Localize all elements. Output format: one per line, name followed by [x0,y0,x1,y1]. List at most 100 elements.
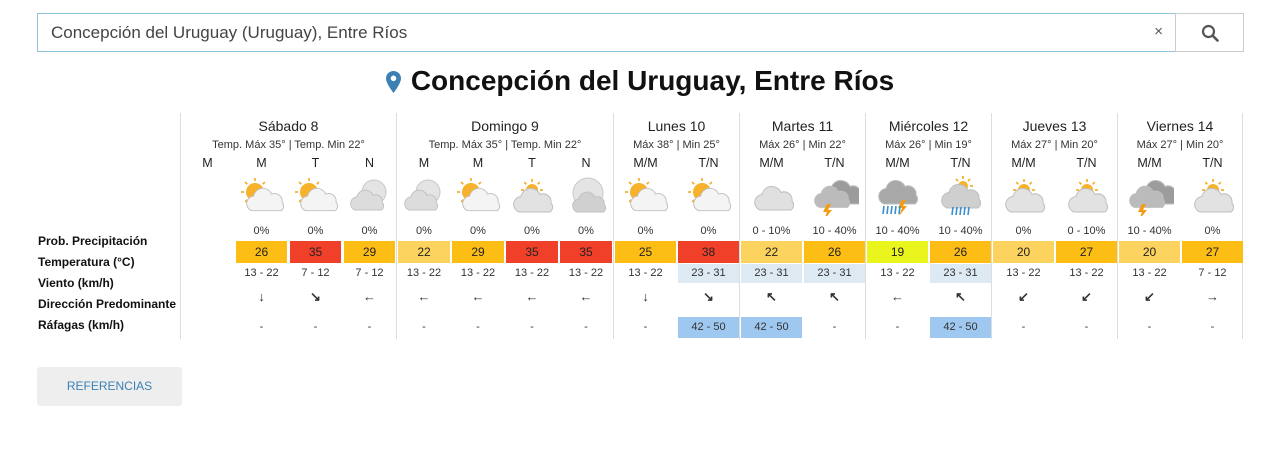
temperature-value: 25 [615,241,676,263]
wind-value: 7 - 12 [1198,267,1227,279]
precipitation-value: 0% [1204,225,1221,237]
wind-direction-arrow-icon: ← [471,289,485,304]
precipitation-value: 0% [700,225,717,237]
wind-value: 13 - 22 [1069,267,1104,279]
slot-label: T [528,156,536,170]
temperature-value: 22 [398,241,450,263]
wind-direction-arrow-icon: ↙ [1081,289,1092,304]
day-temps: Temp. Máx 35° | Temp. Min 22° [212,139,365,151]
wind-direction-arrow-icon: ↘ [703,289,714,304]
slot-label: M [256,156,267,170]
temperature-value: 29 [452,241,504,263]
gust-value: - [584,321,588,333]
sun-cloud-icon [292,176,340,216]
time-slot: M/M 0% 20 13 - 22 ↙ - [992,113,1055,339]
wind-value: 23 - 31 [741,264,802,283]
slot-label: T/N [950,156,971,170]
page-title: Concepción del Uruguay, Entre Ríos [410,65,895,96]
day-column: Martes 11 Máx 26° | Min 22° M/M 0 - 10% 22 2… [739,113,865,339]
wind-value: 13 - 22 [1132,267,1167,279]
time-slot: M/M 10 - 40% 20 13 - 22 ↙ - [1118,113,1181,339]
sun-cloud-icon [685,176,733,216]
sun-cloudy-icon [508,176,556,216]
wind-value: 13 - 22 [628,267,663,279]
precipitation-value: 0% [524,225,540,237]
wind-value: 23 - 31 [678,264,739,283]
day-name: Viernes 14 [1146,118,1214,134]
time-slot: T/N 0% 38 23 - 31 ↘ 42 - 50 [677,113,740,339]
temperature-value: 27 [1182,241,1243,263]
slot-label: M [418,156,430,170]
day-column: Viernes 14 Máx 27° | Min 20° M/M 10 - 40% 2… [1117,113,1243,339]
gust-value: - [832,321,837,333]
wind-direction-arrow-icon: ← [363,289,376,304]
temperature-value: 26 [804,241,865,263]
sun-cloudy-icon [1063,176,1111,216]
slot-label: T [311,156,320,170]
slot-label: M/M [633,156,658,170]
references-button[interactable]: REFERENCIAS [37,367,182,406]
day-temps: Temp. Máx 35° | Temp. Min 22° [428,139,582,151]
precipitation-value: 10 - 40% [938,225,983,237]
location-pin-icon [385,68,401,100]
search-input[interactable] [38,14,1175,51]
wind-direction-arrow-icon: ↖ [829,289,840,304]
label-wind: Viento (km/h) [38,276,114,290]
day-column: Sábado 8 Temp. Máx 35° | Temp. Min 22° M M… [180,113,396,339]
gust-value: - [643,321,648,333]
day-name: Sábado 8 [258,118,319,134]
gust-value: - [1210,321,1215,333]
day-column: Lunes 10 Máx 38° | Min 25° M/M 0% 25 13 - 22… [613,113,739,339]
slot-label: T/N [698,156,719,170]
gust-value: - [530,321,534,333]
clear-icon[interactable]: × [1154,23,1163,40]
day-column: Miércoles 12 Máx 26° | Min 19° M/M 10 - 40… [865,113,991,339]
time-slot: T 0% 35 7 - 12 ↘ - [289,113,342,339]
wind-value: 13 - 22 [244,267,279,279]
wind-direction-arrow-icon: ← [579,289,593,304]
wind-direction-arrow-icon: → [1206,289,1219,304]
wind-value: 13 - 22 [406,267,442,279]
precipitation-value: 0% [416,225,432,237]
precipitation-value: 0% [578,225,594,237]
temperature-value: 29 [344,241,395,263]
slot-label: M/M [1137,156,1162,170]
wind-direction-arrow-icon: ↖ [955,289,966,304]
wind-direction-arrow-icon: ↙ [1144,289,1155,304]
wind-value: 7 - 12 [301,267,330,279]
temperature-value: 22 [741,241,802,263]
sun-cloud-icon [454,176,502,216]
label-direction: Dirección Predominante [38,297,177,311]
moon-cloud-icon [346,176,394,216]
day-temps: Máx 27° | Min 20° [1011,139,1098,151]
time-slot: T/N 10 - 40% 26 23 - 31 ↖ 42 - 50 [929,113,992,339]
temperature-value: 20 [1119,241,1180,263]
gust-value: - [367,321,372,333]
wind-direction-arrow-icon: ↓ [258,289,265,304]
sun-cloud-icon [238,176,286,216]
wind-value: 13 - 22 [514,267,550,279]
wind-direction-arrow-icon: ↓ [642,289,649,304]
wind-direction-arrow-icon: ↙ [1018,289,1029,304]
time-slot: T 0% 35 13 - 22 ← - [505,113,559,339]
slot-label: M/M [1011,156,1036,170]
search-button[interactable] [1175,13,1244,52]
day-name: Lunes 10 [647,118,706,134]
gust-value: - [476,321,480,333]
rain-storm-icon [874,176,922,216]
sun-cloud-icon [622,176,670,216]
storm-icon [811,176,863,220]
time-slot: T/N 10 - 40% 26 23 - 31 ↖ - [803,113,866,339]
wind-value: 23 - 31 [930,264,991,283]
row-labels: Prob. Precipitación Temperatura (°C) Vie… [38,231,176,336]
day-column: Domingo 9 Temp. Máx 35° | Temp. Min 22° M… [396,113,613,339]
precipitation-value: 0% [1015,225,1032,237]
label-gusts: Ráfagas (km/h) [38,318,125,332]
temperature-value: 35 [290,241,341,263]
temperature-value: 26 [236,241,287,263]
temperature-value: 26 [930,241,991,263]
wind-direction-arrow-icon: ← [525,289,539,304]
gust-value: - [313,321,318,333]
label-temperature: Temperatura (°C) [38,255,135,269]
slot-label: T/N [824,156,845,170]
